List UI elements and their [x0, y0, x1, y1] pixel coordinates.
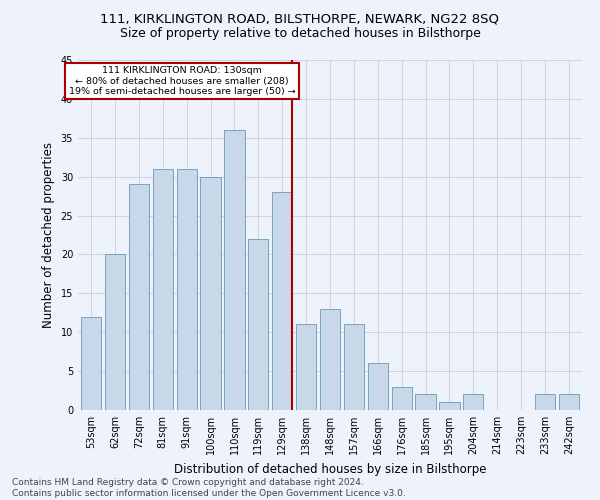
- Bar: [415, 394, 436, 410]
- Text: 111, KIRKLINGTON ROAD, BILSTHORPE, NEWARK, NG22 8SQ: 111, KIRKLINGTON ROAD, BILSTHORPE, NEWAR…: [101, 12, 499, 26]
- Bar: [176, 169, 197, 410]
- Bar: [535, 394, 555, 410]
- Text: Contains HM Land Registry data © Crown copyright and database right 2024.
Contai: Contains HM Land Registry data © Crown c…: [12, 478, 406, 498]
- Bar: [320, 309, 340, 410]
- X-axis label: Distribution of detached houses by size in Bilsthorpe: Distribution of detached houses by size …: [174, 462, 486, 475]
- Y-axis label: Number of detached properties: Number of detached properties: [42, 142, 55, 328]
- Bar: [439, 402, 460, 410]
- Text: Size of property relative to detached houses in Bilsthorpe: Size of property relative to detached ho…: [119, 28, 481, 40]
- Bar: [224, 130, 245, 410]
- Bar: [559, 394, 579, 410]
- Bar: [272, 192, 292, 410]
- Bar: [248, 239, 268, 410]
- Bar: [152, 169, 173, 410]
- Bar: [105, 254, 125, 410]
- Bar: [81, 316, 101, 410]
- Bar: [344, 324, 364, 410]
- Bar: [463, 394, 484, 410]
- Bar: [200, 176, 221, 410]
- Bar: [392, 386, 412, 410]
- Bar: [368, 364, 388, 410]
- Text: 111 KIRKLINGTON ROAD: 130sqm
← 80% of detached houses are smaller (208)
19% of s: 111 KIRKLINGTON ROAD: 130sqm ← 80% of de…: [68, 66, 295, 96]
- Bar: [296, 324, 316, 410]
- Bar: [129, 184, 149, 410]
